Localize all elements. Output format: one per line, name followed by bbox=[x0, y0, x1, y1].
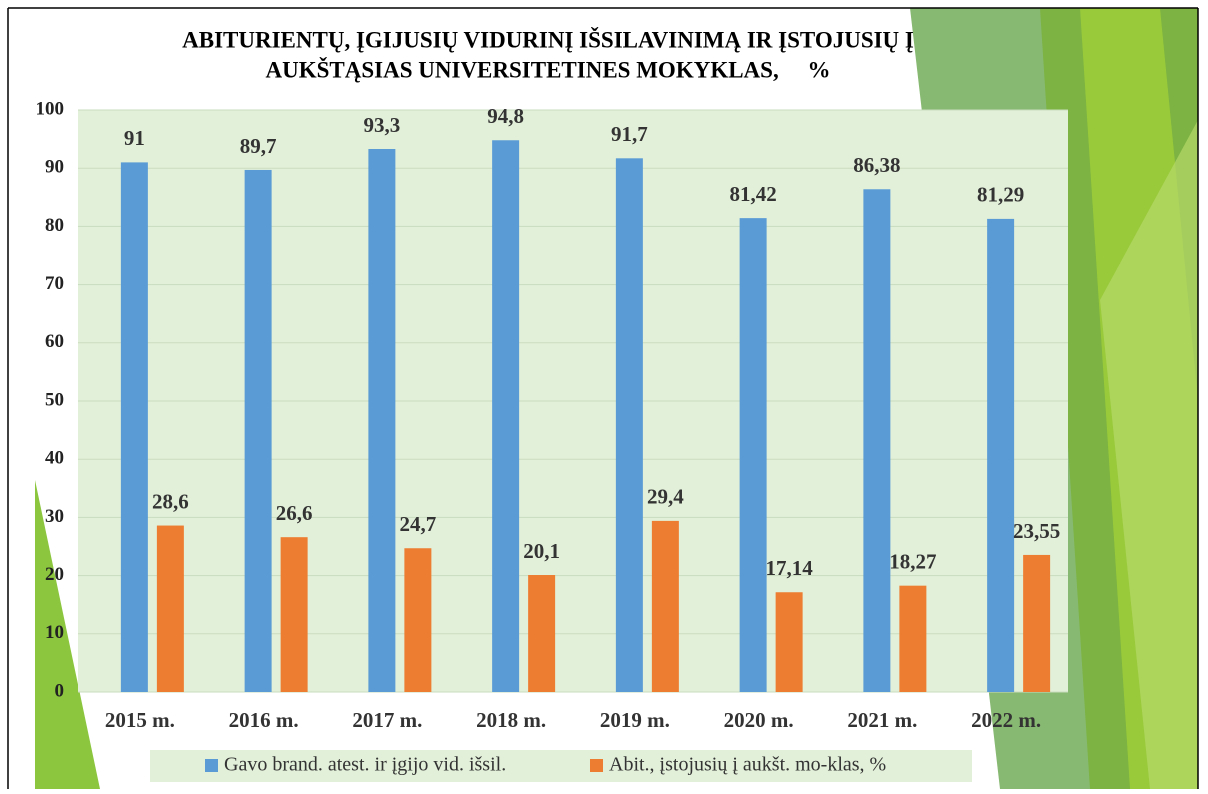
value-label: 28,6 bbox=[152, 489, 189, 513]
value-label: 81,42 bbox=[730, 182, 777, 206]
value-label: 91,7 bbox=[611, 122, 648, 146]
bar bbox=[528, 575, 555, 692]
value-label: 17,14 bbox=[766, 556, 814, 580]
legend-swatch bbox=[590, 759, 603, 772]
chart: ABITURIENTŲ, ĮGIJUSIŲ VIDURINĮ IŠSILAVIN… bbox=[0, 0, 1208, 789]
value-label: 29,4 bbox=[647, 485, 684, 509]
y-tick-label: 10 bbox=[45, 622, 64, 643]
bar bbox=[281, 537, 308, 692]
value-label: 18,27 bbox=[889, 549, 936, 573]
bar bbox=[121, 162, 148, 692]
value-label: 26,6 bbox=[276, 501, 313, 525]
x-tick-label: 2019 m. bbox=[600, 708, 670, 732]
legend-label: Gavo brand. atest. ir įgijo vid. išsil. bbox=[224, 754, 506, 776]
value-label: 91 bbox=[124, 126, 145, 150]
x-tick-label: 2022 m. bbox=[971, 708, 1041, 732]
legend-swatch bbox=[205, 759, 218, 772]
bar bbox=[740, 218, 767, 692]
x-tick-label: 2021 m. bbox=[847, 708, 917, 732]
x-tick-label: 2018 m. bbox=[476, 708, 546, 732]
chart-title: AUKŠTĄSIAS UNIVERSITETINES MOKYKLAS, % bbox=[266, 56, 831, 82]
bar bbox=[776, 592, 803, 692]
x-tick-label: 2020 m. bbox=[724, 708, 794, 732]
value-label: 89,7 bbox=[240, 134, 277, 158]
chart-title: ABITURIENTŲ, ĮGIJUSIŲ VIDURINĮ IŠSILAVIN… bbox=[182, 26, 914, 52]
y-tick-label: 50 bbox=[45, 389, 64, 410]
bar bbox=[404, 548, 431, 692]
y-tick-label: 70 bbox=[45, 273, 64, 294]
bar bbox=[616, 158, 643, 692]
bar bbox=[987, 219, 1014, 692]
y-tick-label: 20 bbox=[45, 564, 64, 585]
bar bbox=[1023, 555, 1050, 692]
y-tick-label: 100 bbox=[36, 98, 65, 119]
x-tick-label: 2016 m. bbox=[229, 708, 299, 732]
y-tick-label: 40 bbox=[45, 448, 64, 469]
value-label: 81,29 bbox=[977, 183, 1024, 207]
y-tick-label: 60 bbox=[45, 331, 64, 352]
bar bbox=[652, 521, 679, 692]
legend-label: Abit., įstojusių į aukšt. mo-klas, % bbox=[609, 754, 886, 776]
value-label: 93,3 bbox=[364, 113, 401, 137]
bar bbox=[245, 170, 272, 692]
y-tick-label: 0 bbox=[55, 680, 65, 701]
value-label: 24,7 bbox=[400, 512, 437, 536]
value-label: 23,55 bbox=[1013, 519, 1060, 543]
x-tick-label: 2015 m. bbox=[105, 708, 175, 732]
bar bbox=[157, 526, 184, 692]
bar bbox=[863, 189, 890, 692]
y-tick-label: 80 bbox=[45, 215, 64, 236]
x-tick-label: 2017 m. bbox=[352, 708, 422, 732]
value-label: 86,38 bbox=[853, 153, 900, 177]
bar bbox=[492, 140, 519, 692]
value-label: 94,8 bbox=[487, 104, 524, 128]
bar bbox=[368, 149, 395, 692]
bar bbox=[899, 586, 926, 692]
value-label: 20,1 bbox=[523, 539, 560, 563]
y-tick-label: 30 bbox=[45, 506, 64, 527]
y-tick-label: 90 bbox=[45, 157, 64, 178]
